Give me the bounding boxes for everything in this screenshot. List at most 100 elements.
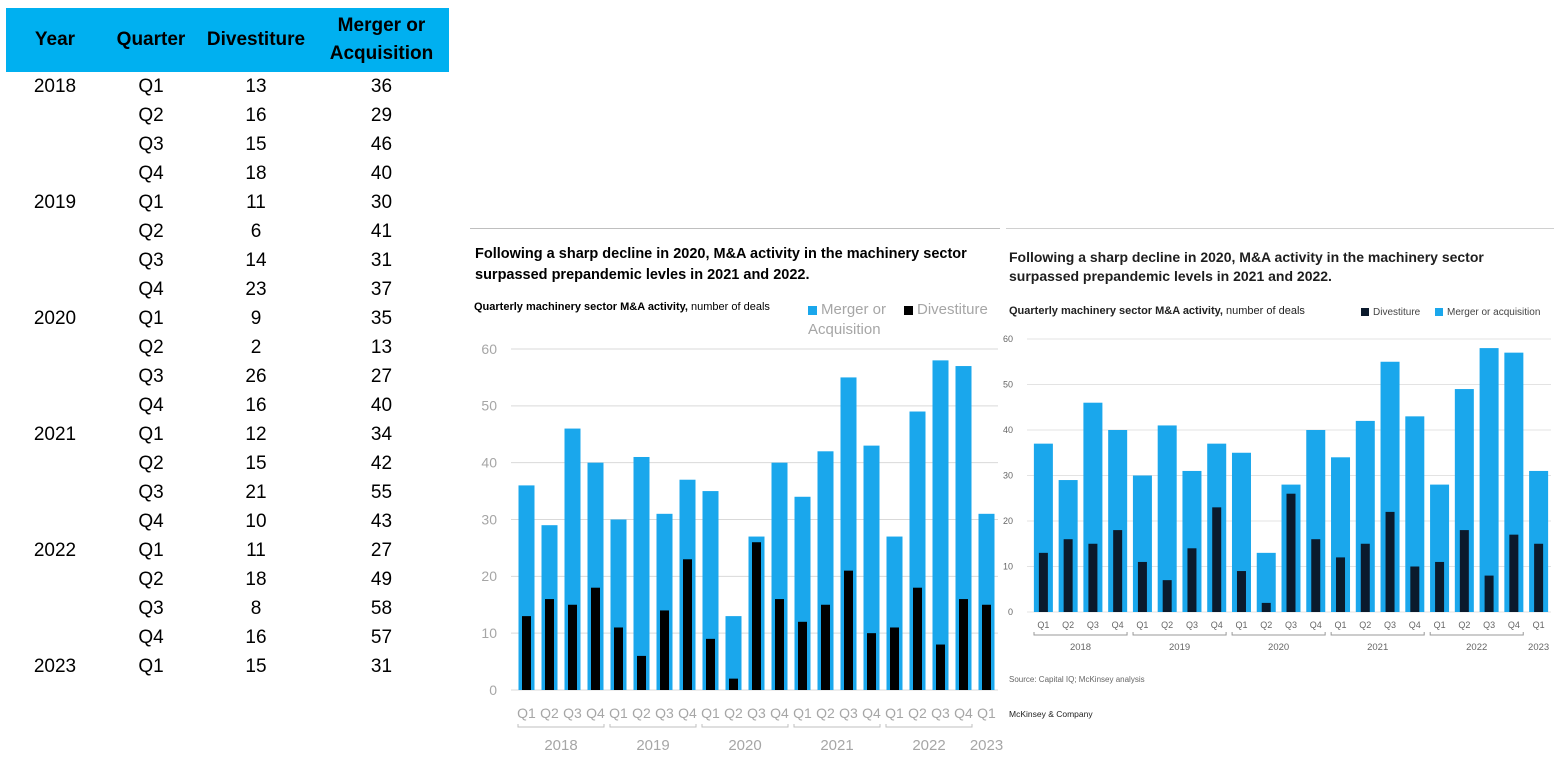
bar-divestiture — [729, 678, 738, 690]
cell-merger: 34 — [370, 424, 393, 445]
y-tick-label: 20 — [1003, 516, 1013, 526]
chart2-subtitle: Quarterly machinery sector M&A activity,… — [1009, 305, 1305, 317]
x-tick-label: Q4 — [862, 705, 881, 721]
table-row: Q3 15 46 — [6, 130, 449, 159]
bar-merger — [863, 445, 880, 690]
bar-divestiture — [660, 610, 669, 690]
divestiture-swatch — [1361, 308, 1369, 317]
year-bracket — [1231, 632, 1326, 636]
bar-merger — [1231, 452, 1251, 612]
cell-quarter: Q3 — [138, 598, 164, 619]
year-label: 2020 — [728, 737, 761, 754]
x-tick-label: Q3 — [563, 705, 582, 721]
cell-year — [6, 159, 104, 188]
cell-merger: 46 — [370, 134, 393, 155]
cell-quarter: Q2 — [138, 453, 164, 474]
bar-merger — [1108, 430, 1128, 612]
bar-merger — [1380, 361, 1400, 612]
x-tick-label: Q1 — [517, 705, 536, 721]
cell-merger: 42 — [370, 453, 393, 474]
x-tick-label: Q1 — [1335, 620, 1347, 630]
cell-divestiture: 21 — [245, 482, 267, 503]
cell-merger: 30 — [370, 192, 393, 213]
cell-quarter: Q3 — [138, 250, 164, 271]
cell-merger: 40 — [370, 163, 393, 184]
cell-divestiture: 11 — [246, 192, 266, 213]
bar-divestiture — [1137, 561, 1147, 612]
bar-divestiture — [637, 655, 646, 690]
x-tick-label: Q4 — [954, 705, 973, 721]
x-tick-label: Q4 — [1508, 620, 1520, 630]
cell-year — [6, 507, 104, 536]
cell-year — [6, 478, 104, 507]
bar-divestiture — [568, 604, 577, 690]
cell-divestiture: 12 — [245, 424, 267, 445]
chart2-subtitle-rest: number of deals — [1222, 305, 1305, 317]
chart2-title: Following a sharp decline in 2020, M&A a… — [1009, 249, 1484, 284]
y-tick-label: 50 — [1003, 380, 1013, 390]
bar-divestiture — [913, 587, 922, 690]
x-tick-label: Q4 — [678, 705, 697, 721]
y-tick-label: 40 — [1003, 425, 1013, 435]
cell-quarter: Q3 — [138, 366, 164, 387]
cell-divestiture: 15 — [245, 453, 267, 474]
cell-merger: 29 — [370, 105, 393, 126]
x-tick-label: Q1 — [609, 705, 628, 721]
x-tick-label: Q2 — [1062, 620, 1074, 630]
bar-divestiture — [1534, 543, 1544, 612]
y-tick-label: 60 — [481, 341, 497, 357]
year-bracket — [517, 724, 605, 728]
bar-merger — [1256, 552, 1276, 612]
x-tick-label: Q1 — [977, 705, 996, 721]
table-row: Q2 15 42 — [6, 449, 449, 478]
cell-divestiture: 26 — [245, 366, 267, 387]
cell-year — [6, 101, 104, 130]
bar-divestiture — [1311, 539, 1321, 612]
x-tick-label: Q1 — [1434, 620, 1446, 630]
cell-year — [6, 217, 104, 246]
cell-quarter: Q4 — [138, 395, 164, 416]
cell-merger: 37 — [370, 279, 393, 300]
chart-panel-2: Following a sharp decline in 2020, M&A a… — [1003, 228, 1554, 734]
chart2-source: Source: Capital IQ; McKinsey analysis — [1009, 675, 1145, 684]
bar-merger — [1430, 484, 1450, 612]
bar-divestiture — [1212, 507, 1222, 612]
x-tick-label: Q2 — [724, 705, 743, 721]
bar-divestiture — [821, 604, 830, 690]
bar-divestiture — [982, 604, 991, 690]
bar-divestiture — [959, 599, 968, 690]
cell-year — [6, 391, 104, 420]
year-label: 2018 — [544, 737, 577, 754]
table-header: Year Quarter Divestiture Merger or Acqui… — [6, 8, 449, 72]
cell-merger: 40 — [370, 395, 393, 416]
table-row: 2019 Q1 11 30 — [6, 188, 449, 217]
bar-divestiture — [1236, 571, 1246, 612]
cell-year — [6, 623, 104, 652]
cell-merger: 55 — [370, 482, 393, 503]
header-quarter: Quarter — [116, 29, 186, 50]
year-bracket — [885, 724, 973, 728]
bar-merger — [1405, 416, 1425, 612]
table-row: Q2 16 29 — [6, 101, 449, 130]
header-divestiture: Divestiture — [206, 29, 306, 50]
cell-quarter: Q1 — [138, 76, 164, 97]
bar-divestiture — [683, 559, 692, 690]
x-tick-label: Q2 — [540, 705, 559, 721]
year-label: 2019 — [1169, 642, 1190, 653]
cell-divestiture: 16 — [245, 627, 267, 648]
cell-quarter: Q2 — [138, 105, 164, 126]
table-row: Q2 6 41 — [6, 217, 449, 246]
x-tick-label: Q2 — [1359, 620, 1371, 630]
cell-merger: 31 — [370, 250, 393, 271]
cell-merger: 58 — [370, 598, 393, 619]
cell-year — [6, 565, 104, 594]
cell-quarter: Q2 — [138, 221, 164, 242]
cell-year: 2018 — [33, 76, 77, 97]
bar-divestiture — [1484, 575, 1494, 612]
year-label: 2021 — [1367, 642, 1388, 653]
x-tick-label: Q2 — [1458, 620, 1470, 630]
merger-swatch — [1435, 308, 1444, 317]
cell-year — [6, 246, 104, 275]
cell-divestiture: 16 — [245, 395, 267, 416]
x-tick-label: Q4 — [1310, 620, 1322, 630]
